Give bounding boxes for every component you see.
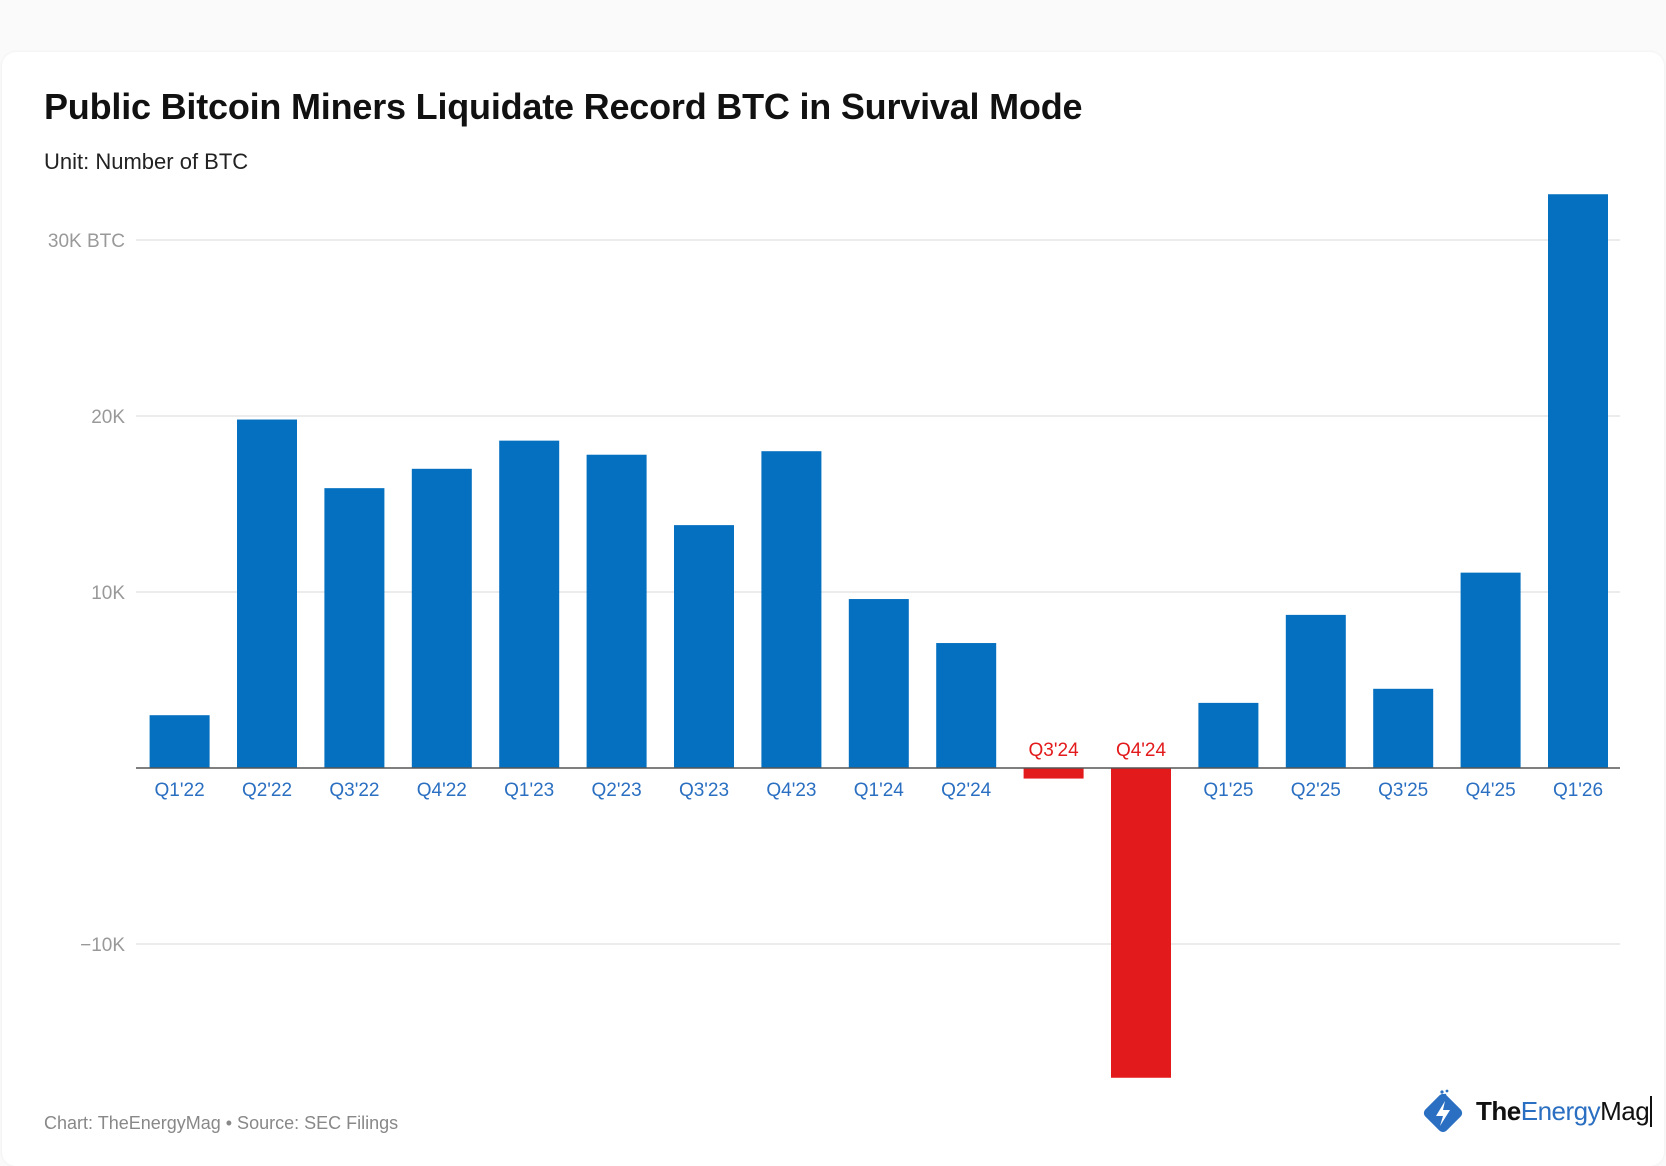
y-tick-label: 30K BTC bbox=[48, 231, 125, 252]
x-tick-label: Q3'24 bbox=[1029, 740, 1080, 761]
x-tick-label: Q4'22 bbox=[417, 780, 467, 801]
x-tick-label: Q4'25 bbox=[1466, 780, 1516, 801]
bar-Q3'25 bbox=[1373, 688, 1434, 768]
lightning-bolt-diamond-icon bbox=[1423, 1089, 1463, 1133]
brand-logo: TheEnergyMag bbox=[1418, 1086, 1653, 1136]
bar-Q2'25 bbox=[1285, 614, 1346, 768]
bar-Q4'23 bbox=[761, 451, 822, 768]
logo-text-the: The bbox=[1476, 1095, 1521, 1126]
bar-Q2'23 bbox=[586, 454, 647, 768]
bar-Q1'23 bbox=[499, 440, 560, 768]
x-tick-label: Q3'22 bbox=[329, 780, 379, 801]
x-tick-label: Q4'24 bbox=[1116, 740, 1167, 761]
x-tick-label: Q1'25 bbox=[1203, 780, 1253, 801]
bar-Q1'25 bbox=[1198, 702, 1259, 768]
x-tick-label: Q1'22 bbox=[155, 780, 205, 801]
logo-wordmark: TheEnergyMag bbox=[1476, 1095, 1653, 1127]
bar-Q3'23 bbox=[674, 525, 734, 768]
bar-Q3'22 bbox=[324, 488, 385, 768]
bar-Q2'24 bbox=[936, 643, 997, 768]
bar-Q2'22 bbox=[237, 419, 297, 768]
x-tick-label: Q2'23 bbox=[592, 780, 642, 801]
x-tick-label: Q4'23 bbox=[766, 780, 816, 801]
x-tick-label: Q1'24 bbox=[854, 780, 905, 801]
chart-footer: Chart: TheEnergyMag • Source: SEC Filing… bbox=[44, 1113, 399, 1133]
bar-Q4'25 bbox=[1460, 572, 1521, 768]
bar-Q1'22 bbox=[149, 715, 210, 768]
x-tick-label: Q3'25 bbox=[1378, 780, 1428, 801]
x-tick-label: Q1'23 bbox=[504, 780, 554, 801]
x-tick-label: Q3'23 bbox=[679, 780, 729, 801]
y-tick-label: 20K bbox=[91, 407, 125, 428]
x-tick-label: Q2'25 bbox=[1291, 780, 1341, 801]
x-tick-label: Q2'24 bbox=[941, 780, 992, 801]
y-tick-label: −10K bbox=[80, 935, 125, 956]
bar-Q1'26 bbox=[1548, 194, 1608, 769]
x-tick-label: Q1'26 bbox=[1553, 780, 1603, 801]
bar-Q1'24 bbox=[848, 599, 909, 768]
chart-subtitle: Unit: Number of BTC bbox=[44, 149, 249, 174]
x-tick-label: Q2'22 bbox=[242, 780, 292, 801]
logo-text-mag: Mag bbox=[1600, 1095, 1650, 1126]
chart-title: Public Bitcoin Miners Liquidate Record B… bbox=[44, 86, 1083, 127]
bar-Q4'24 bbox=[1111, 768, 1171, 1078]
y-tick-label: 10K bbox=[91, 583, 125, 604]
logo-text-energy: Energy bbox=[1520, 1095, 1601, 1126]
bar-Q3'24 bbox=[1023, 768, 1084, 779]
bar-Q4'22 bbox=[411, 468, 472, 768]
